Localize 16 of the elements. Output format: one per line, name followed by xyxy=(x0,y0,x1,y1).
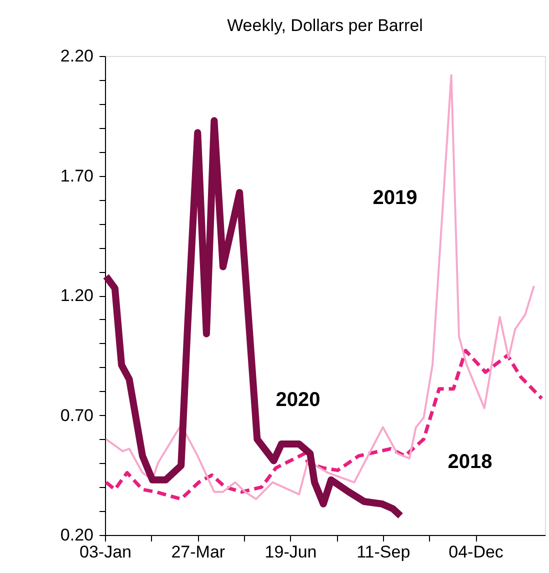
series-label: 2019 xyxy=(372,187,418,209)
line-series xyxy=(105,74,535,500)
chart-subtitle: Weekly, Dollars per Barrel xyxy=(227,16,423,35)
y-tick-label: 0.70 xyxy=(60,406,94,425)
x-tick-label: 03-Jan xyxy=(80,542,132,562)
x-tick-label: 27-Mar xyxy=(171,542,226,562)
y-tick-label: 0.20 xyxy=(60,526,94,544)
y-tick-label: 1.70 xyxy=(60,166,94,186)
series-label: 2020 xyxy=(276,389,320,411)
series-label: 2018 xyxy=(448,451,492,473)
x-tick-label: 11-Sep xyxy=(356,542,410,562)
x-tick-label: 19-Jun xyxy=(264,542,317,562)
y-tick-label: 1.20 xyxy=(60,286,94,305)
line-series xyxy=(104,348,544,501)
x-tick-label: 04-Dec xyxy=(448,542,504,562)
y-tick-label: 2.20 xyxy=(60,46,94,66)
